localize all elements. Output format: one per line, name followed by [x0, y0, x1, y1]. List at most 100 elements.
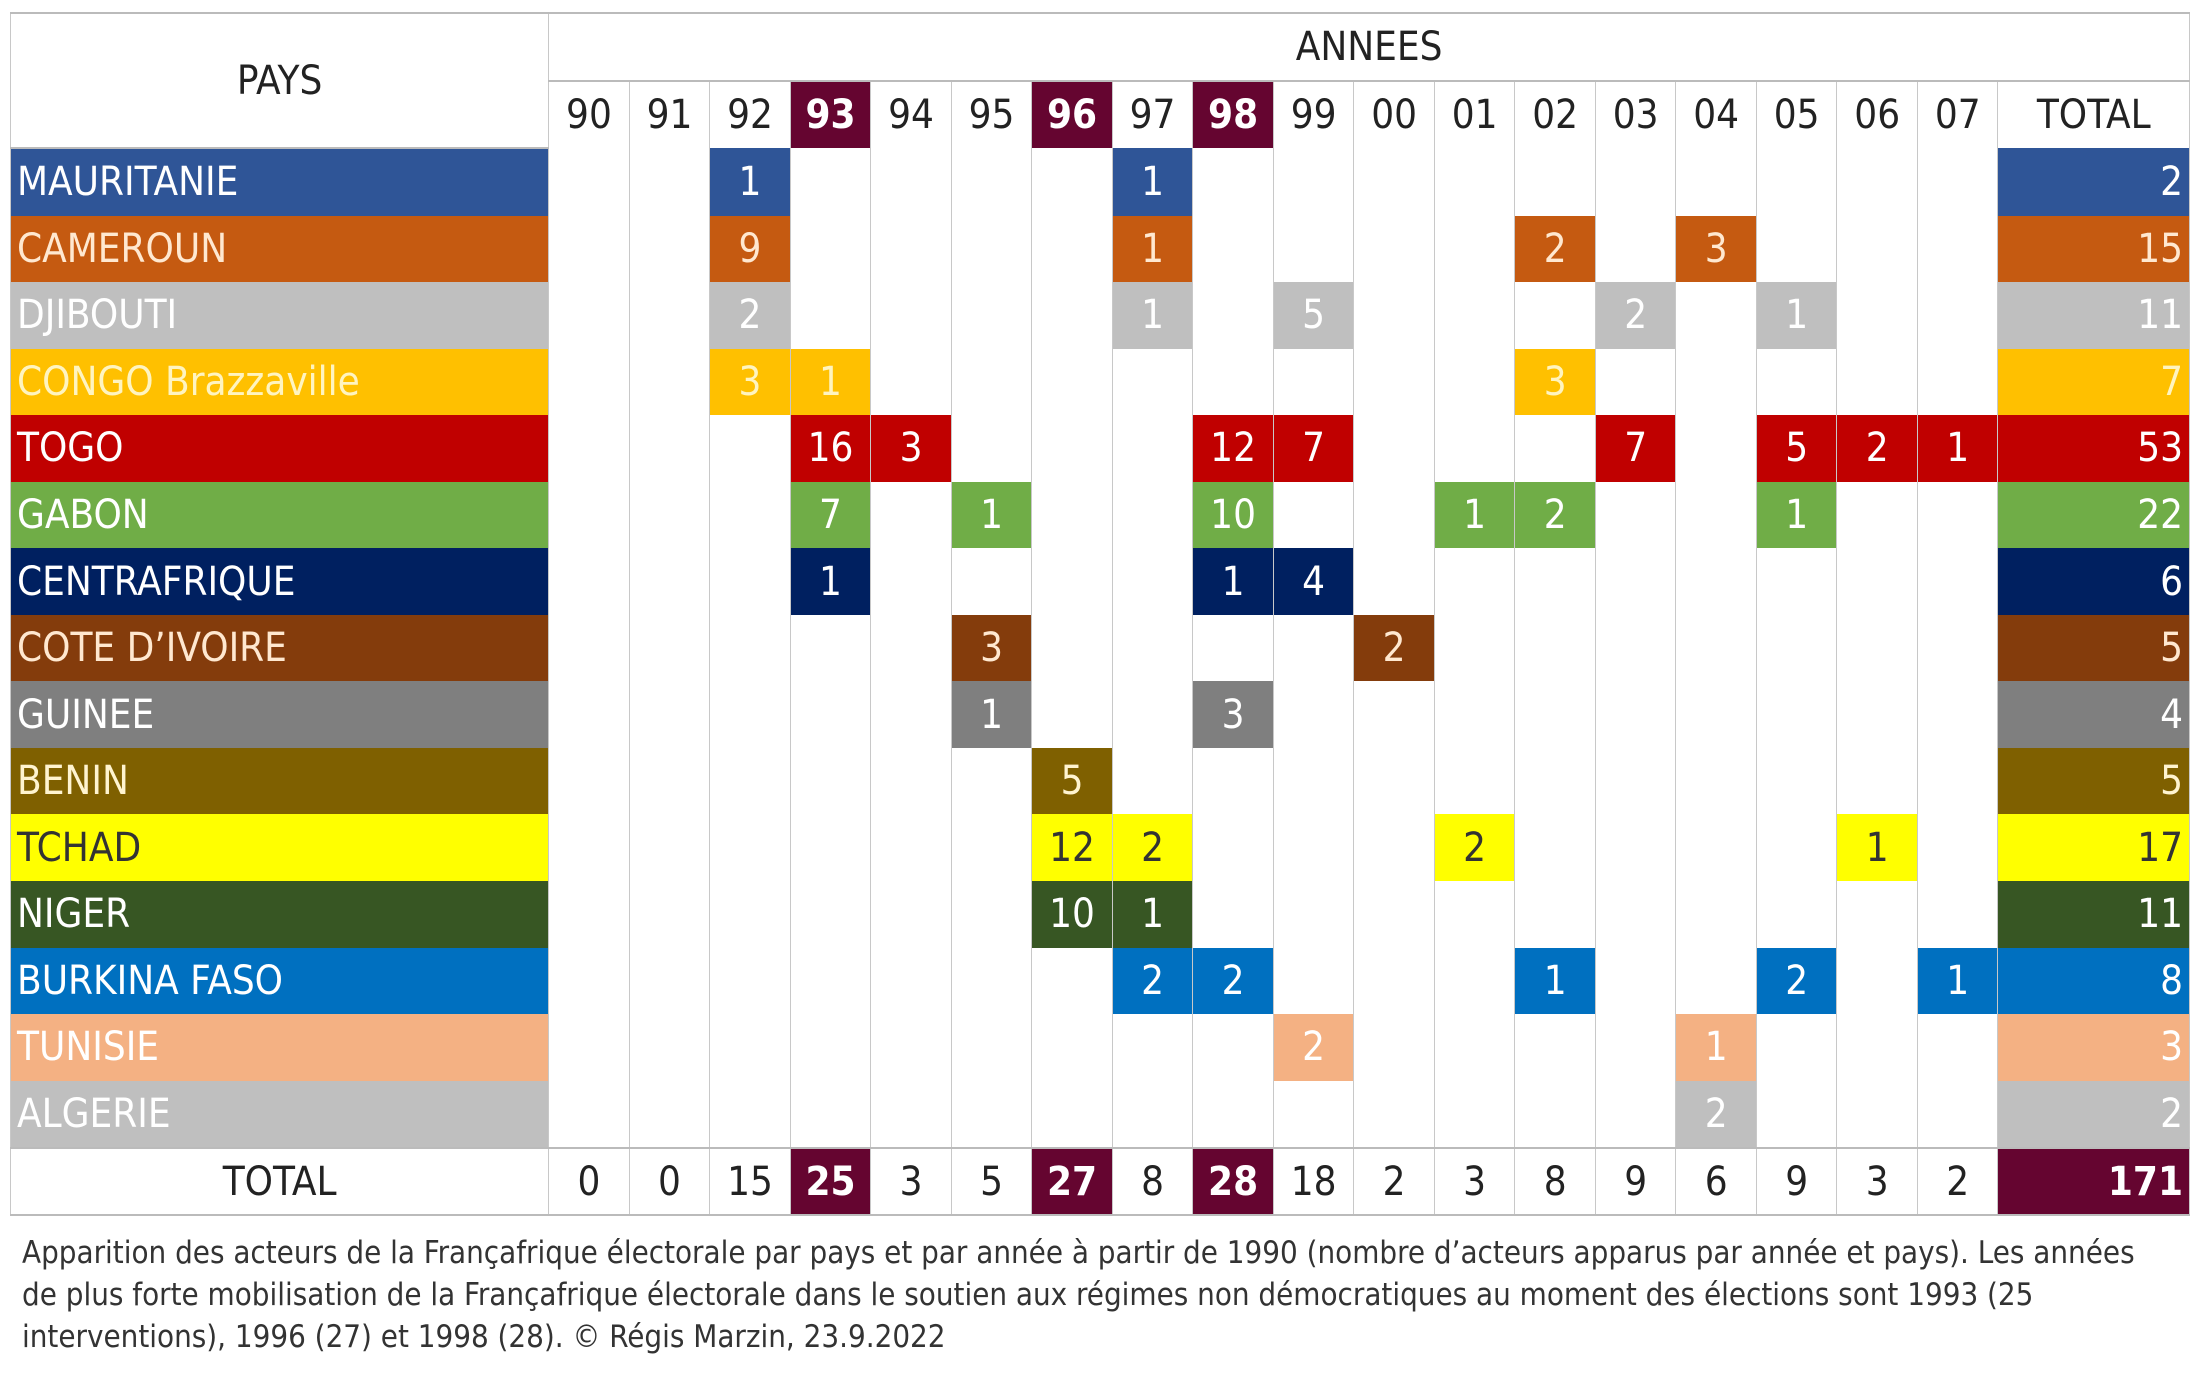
empty-cell	[1755, 881, 1838, 948]
row-total: 2	[1997, 148, 2190, 216]
empty-cell	[548, 681, 630, 748]
value-cell-92: 3	[709, 348, 791, 416]
year-header-06: 06	[1836, 81, 1918, 148]
empty-cell	[548, 1014, 630, 1081]
country-label: TUNISIE	[9, 1014, 550, 1081]
empty-cell	[789, 881, 872, 948]
empty-cell	[1272, 747, 1355, 815]
year-total-04: 6	[1675, 1147, 1757, 1216]
empty-cell	[1675, 148, 1757, 216]
empty-cell	[1111, 348, 1194, 416]
empty-cell	[1433, 548, 1516, 615]
value-cell-93: 7	[789, 481, 872, 549]
value-cell-99: 5	[1272, 282, 1355, 349]
empty-cell	[1836, 947, 1918, 1015]
empty-cell	[1916, 481, 1999, 549]
empty-cell	[1916, 681, 1999, 748]
empty-cell	[548, 814, 630, 882]
empty-cell	[1031, 215, 1113, 283]
empty-cell	[1916, 1080, 1999, 1149]
value-cell-95: 1	[950, 681, 1033, 748]
empty-cell	[628, 881, 711, 948]
row-total: 4	[1997, 681, 2190, 748]
empty-cell	[870, 747, 952, 815]
empty-cell	[1192, 1080, 1274, 1149]
empty-cell	[1514, 614, 1596, 682]
empty-cell	[1031, 548, 1113, 615]
row-total: 6	[1997, 548, 2190, 615]
value-cell-97: 1	[1111, 881, 1194, 948]
year-total-99: 18	[1272, 1147, 1355, 1216]
value-cell-97: 1	[1111, 282, 1194, 349]
empty-cell	[1031, 148, 1113, 216]
empty-cell	[628, 481, 711, 549]
empty-cell	[1755, 548, 1838, 615]
empty-cell	[1916, 881, 1999, 948]
empty-cell	[1594, 881, 1677, 948]
empty-cell	[628, 1014, 711, 1081]
empty-cell	[950, 148, 1033, 216]
year-total-02: 8	[1514, 1147, 1596, 1216]
empty-cell	[1433, 947, 1516, 1015]
country-label: CENTRAFRIQUE	[9, 548, 550, 615]
empty-cell	[1353, 681, 1435, 748]
table-row: COTE D’IVOIRE 3 2 5	[9, 614, 2190, 682]
value-cell-93: 1	[789, 348, 872, 416]
empty-cell	[548, 548, 630, 615]
empty-cell	[789, 614, 872, 682]
table-row: TCHAD 12 2 2 1 17	[9, 814, 2190, 882]
empty-cell	[1353, 481, 1435, 549]
empty-cell	[950, 548, 1033, 615]
empty-cell	[709, 681, 791, 748]
table-row: GUINEE 1 3 4	[9, 681, 2190, 748]
empty-cell	[870, 215, 952, 283]
table-row: MAURITANIE 1 1 2	[9, 148, 2190, 216]
empty-cell	[1433, 148, 1516, 216]
empty-cell	[1353, 947, 1435, 1015]
year-header-99: 99	[1272, 81, 1355, 148]
country-label: GABON	[9, 481, 550, 549]
grand-total: 171	[1997, 1147, 2190, 1216]
empty-cell	[1514, 881, 1596, 948]
empty-cell	[548, 481, 630, 549]
empty-cell	[1514, 1080, 1596, 1149]
row-total: 3	[1997, 1014, 2190, 1081]
empty-cell	[1353, 348, 1435, 416]
empty-cell	[1594, 481, 1677, 549]
empty-cell	[870, 481, 952, 549]
empty-cell	[789, 1014, 872, 1081]
empty-cell	[1594, 215, 1677, 283]
empty-cell	[1675, 947, 1757, 1015]
row-total: 11	[1997, 282, 2190, 349]
empty-cell	[1594, 747, 1677, 815]
empty-cell	[1272, 348, 1355, 416]
year-header-05: 05	[1755, 81, 1838, 148]
empty-cell	[548, 215, 630, 283]
empty-cell	[1272, 681, 1355, 748]
empty-cell	[789, 814, 872, 882]
empty-cell	[709, 1080, 791, 1149]
country-label: MAURITANIE	[9, 148, 550, 216]
value-cell-95: 3	[950, 614, 1033, 682]
value-cell-04: 2	[1675, 1080, 1757, 1149]
empty-cell	[1192, 348, 1274, 416]
empty-cell	[1111, 548, 1194, 615]
country-label: BENIN	[9, 747, 550, 815]
empty-cell	[1192, 1014, 1274, 1081]
empty-cell	[870, 548, 952, 615]
empty-cell	[548, 282, 630, 349]
caption: Apparition des acteurs de la Françafriqu…	[22, 1235, 2135, 1355]
empty-cell	[789, 681, 872, 748]
empty-cell	[628, 215, 711, 283]
empty-cell	[548, 148, 630, 216]
empty-cell	[950, 215, 1033, 283]
empty-cell	[1594, 681, 1677, 748]
empty-cell	[1514, 747, 1596, 815]
empty-cell	[548, 747, 630, 815]
value-cell-97: 2	[1111, 814, 1194, 882]
empty-cell	[1433, 681, 1516, 748]
empty-cell	[1836, 148, 1918, 216]
empty-cell	[1031, 1080, 1113, 1149]
country-label: NIGER	[9, 881, 550, 948]
year-total-01: 3	[1433, 1147, 1516, 1216]
